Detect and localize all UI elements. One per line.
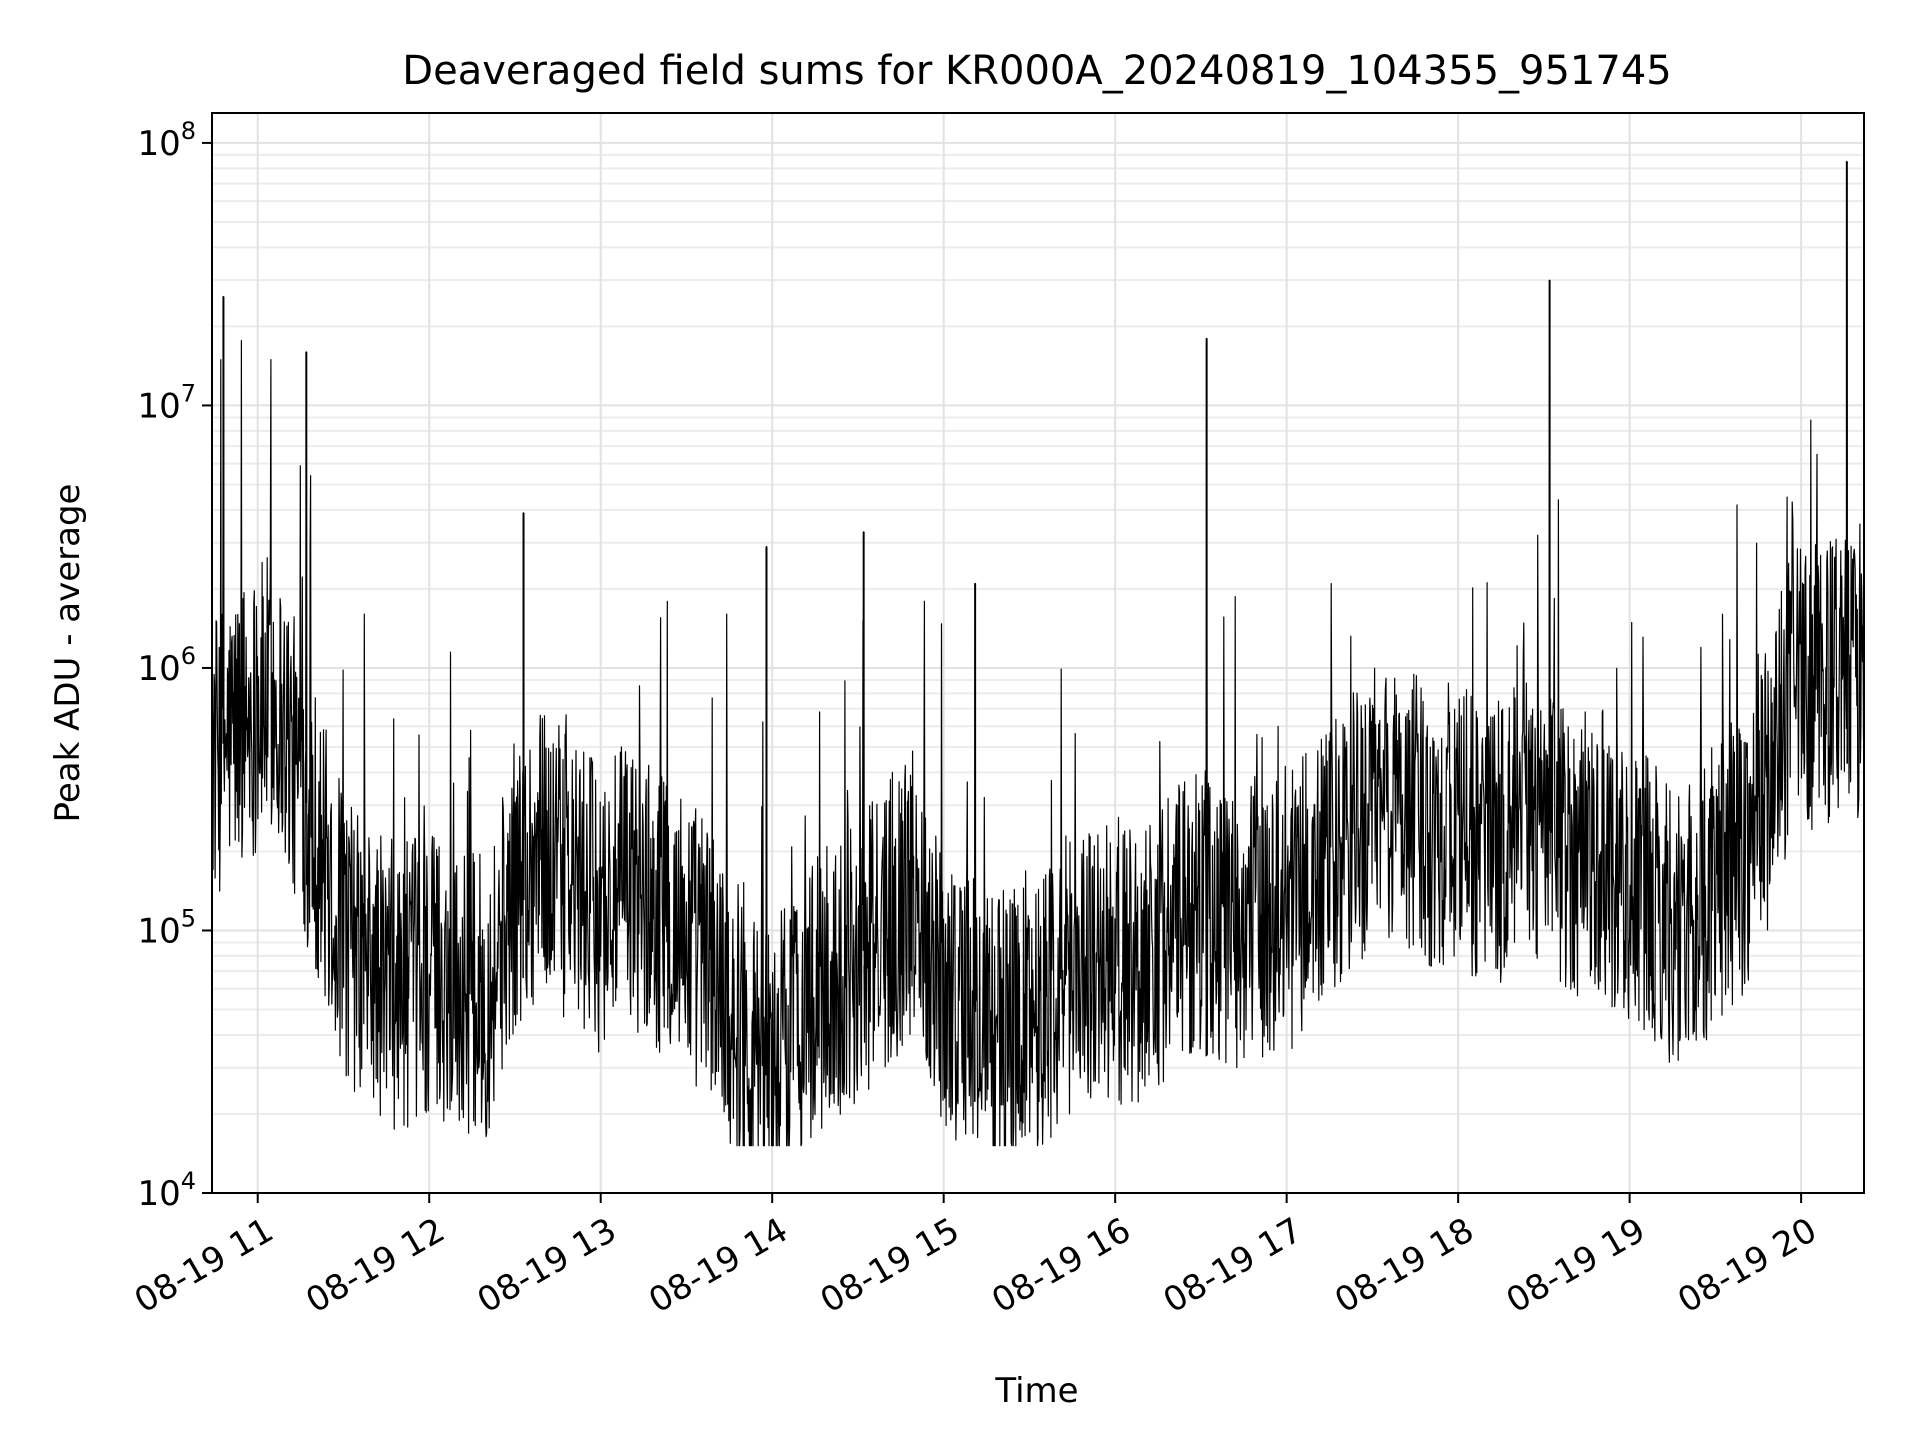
x-axis-label: Time [994, 1371, 1078, 1411]
chart-title: Deaveraged field sums for KR000A_2024081… [402, 48, 1671, 94]
chart: 104105106107108 08-19 11 08-19 12 08-19 13… [0, 0, 1920, 1440]
y-axis-label: Peak ADU - average [48, 484, 88, 823]
